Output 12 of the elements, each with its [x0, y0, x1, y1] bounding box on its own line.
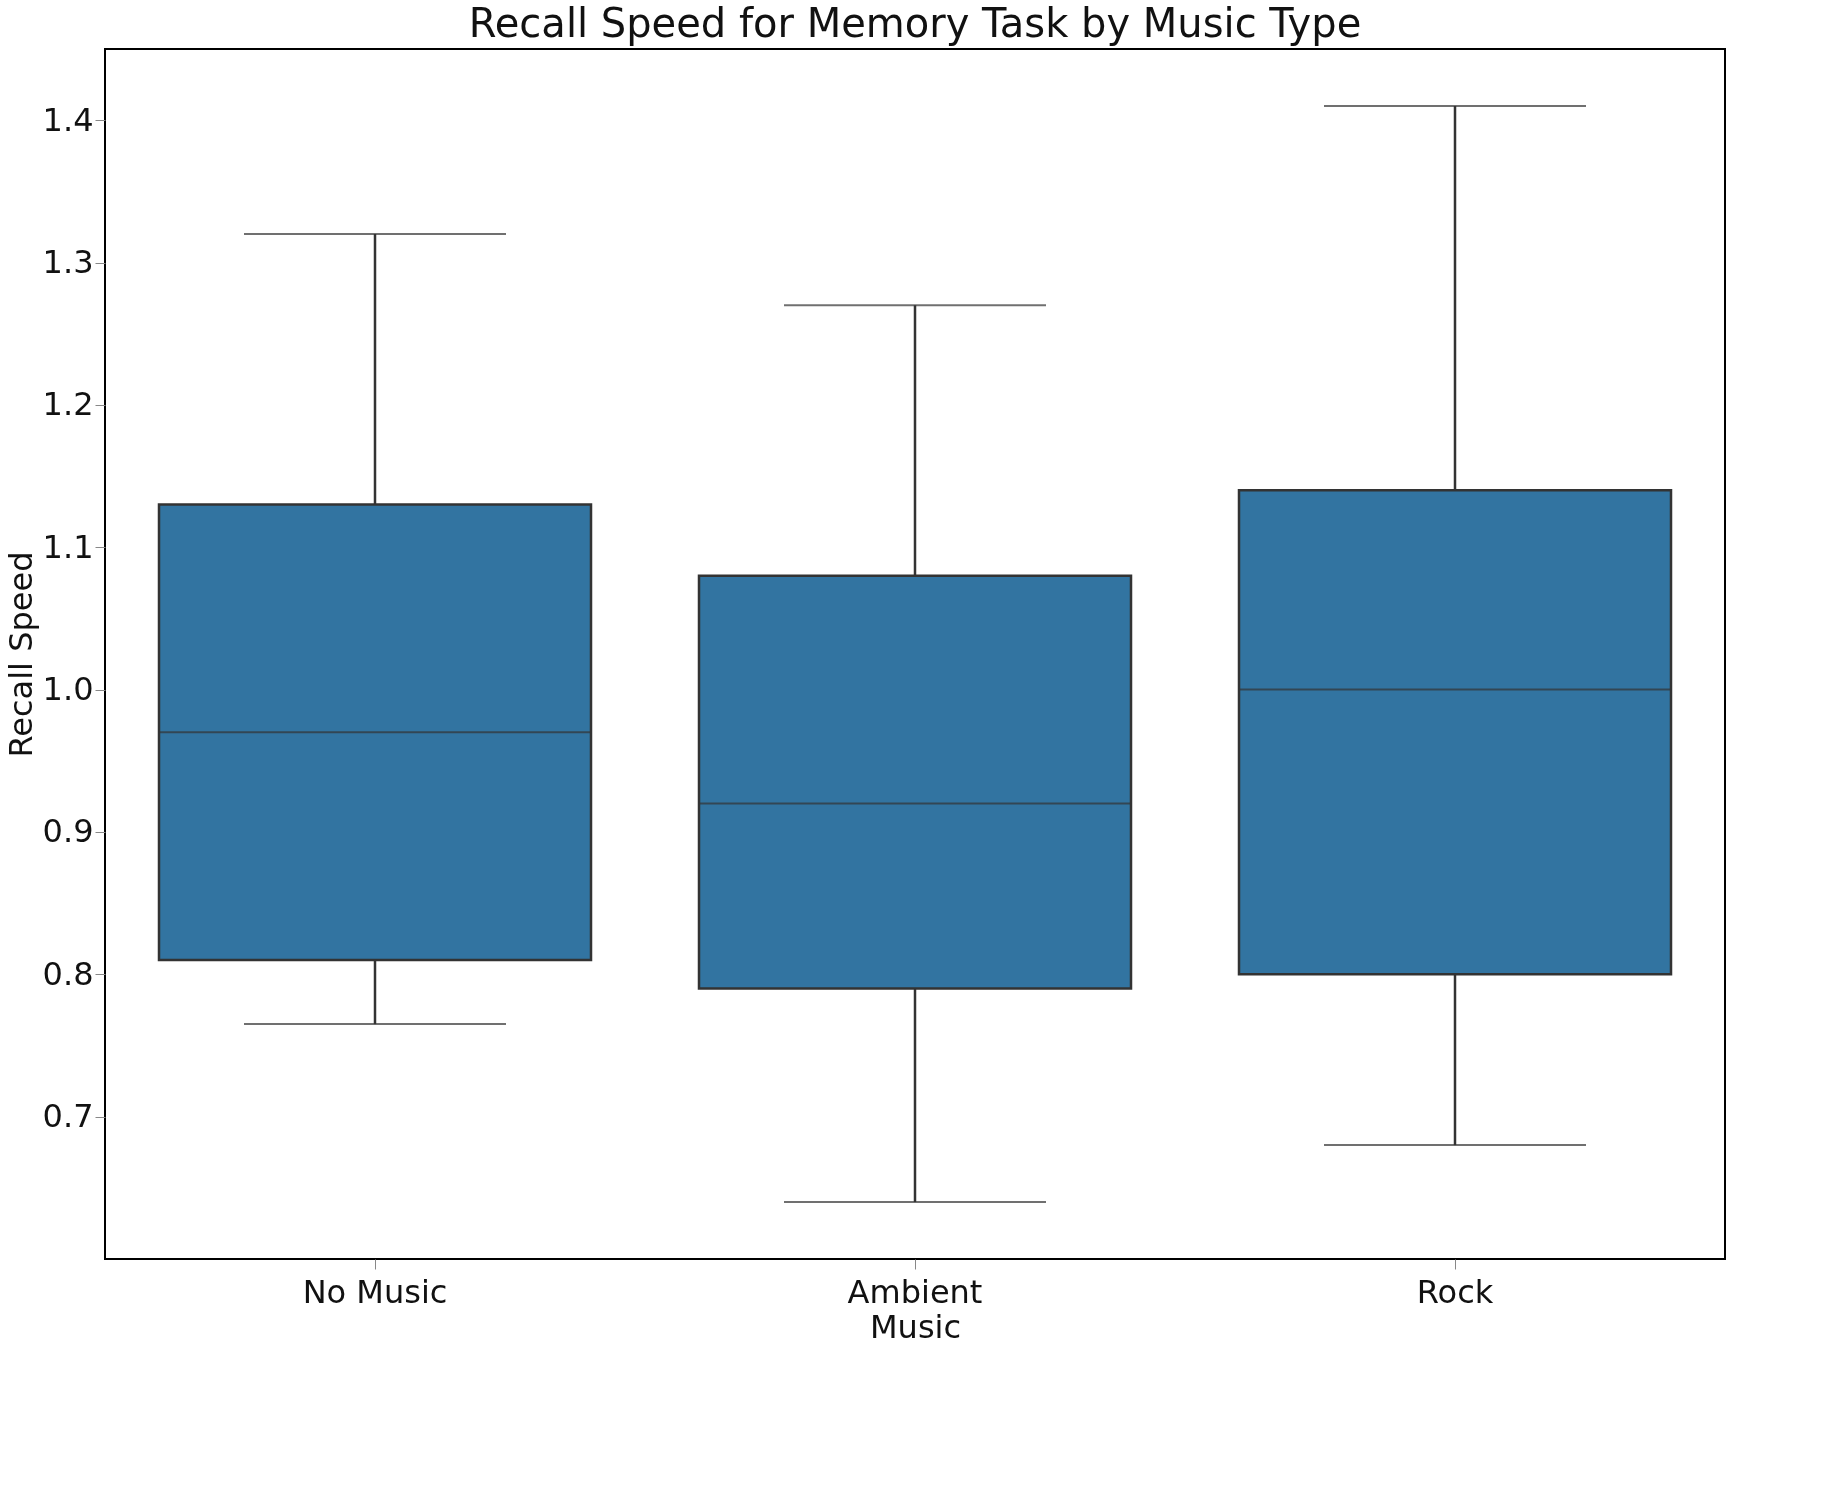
- y-tick-label: 1.3: [42, 243, 94, 282]
- y-tick-label: 1.1: [42, 527, 94, 566]
- y-tick-label: 0.8: [42, 954, 94, 993]
- y-tick-label: 1.2: [42, 385, 94, 424]
- y-tick-label: 0.7: [42, 1097, 94, 1136]
- x-tick-label: No Music: [302, 1272, 448, 1311]
- y-tick-label: 0.9: [42, 812, 94, 851]
- y-tick-label: 1.0: [42, 670, 94, 709]
- y-tick-label: 1.4: [42, 100, 94, 139]
- x-tick-label: Rock: [1416, 1272, 1494, 1311]
- y-axis-title: Recall Speed: [1, 551, 40, 758]
- chart-title: Recall Speed for Memory Task by Music Type: [468, 0, 1362, 46]
